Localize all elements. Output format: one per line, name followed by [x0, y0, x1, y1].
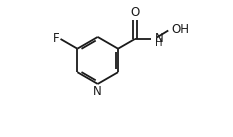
Text: N: N [155, 32, 164, 45]
Text: F: F [53, 32, 60, 45]
Text: OH: OH [171, 23, 189, 36]
Text: H: H [155, 38, 163, 48]
Text: N: N [93, 85, 102, 98]
Text: O: O [130, 6, 140, 19]
